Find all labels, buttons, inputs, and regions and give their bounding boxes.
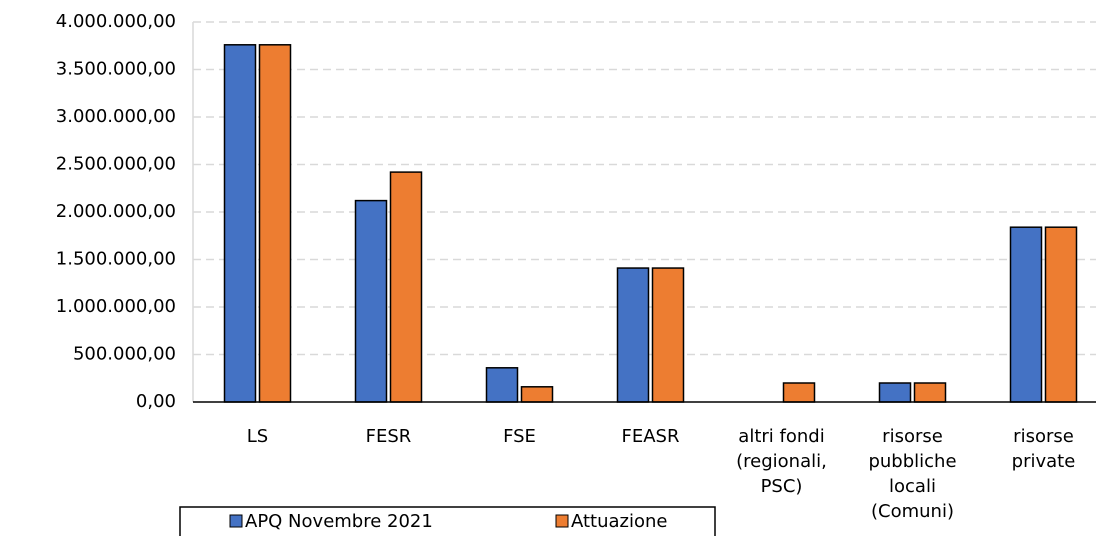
x-tick-label-line: FSE: [503, 426, 536, 447]
x-tick-label-line: LS: [247, 426, 268, 447]
bar: [354, 199, 388, 403]
y-tick-label: 3.500.000,00: [56, 59, 176, 80]
y-tick-label: 0,00: [136, 391, 176, 412]
bar: [520, 386, 554, 403]
bar: [913, 382, 947, 403]
y-tick-label: 2.000.000,00: [56, 201, 176, 222]
x-tick-label-line: (regionali,: [736, 451, 827, 472]
x-tick-label-line: private: [1012, 451, 1076, 472]
x-tick-label-line: FEASR: [622, 426, 680, 447]
x-tick-label-line: risorse: [882, 426, 943, 447]
y-tick-label: 2.500.000,00: [56, 154, 176, 175]
x-tick-label-line: FESR: [366, 426, 412, 447]
y-tick-label: 500.000,00: [73, 344, 176, 365]
bar: [1044, 226, 1078, 403]
x-tick-label: FSE: [503, 426, 536, 447]
bar: [782, 382, 816, 403]
x-tick-label-line: risorse: [1013, 426, 1074, 447]
bar: [651, 267, 685, 403]
x-tick-label-line: pubbliche: [868, 451, 956, 472]
bar: [223, 44, 257, 403]
x-tick-label: FEASR: [622, 426, 680, 447]
y-tick-label: 4.000.000,00: [56, 11, 176, 32]
bar: [485, 367, 519, 403]
legend-box: [179, 506, 716, 536]
bar: [878, 382, 912, 403]
x-tick-label: risorse private: [1012, 426, 1076, 472]
y-tick-label: 1.500.000,00: [56, 249, 176, 270]
x-tick-label-line: locali: [889, 476, 936, 497]
x-tick-label: risorse pubbliche locali (Comuni): [868, 426, 956, 522]
y-tick-label: 3.000.000,00: [56, 106, 176, 127]
legend-swatch: [555, 514, 569, 528]
legend-label: Attuazione: [571, 511, 668, 532]
x-tick-label: altri fondi (regionali, PSC): [736, 426, 827, 497]
legend-label: APQ Novembre 2021: [245, 511, 433, 532]
x-tick-label-line: (Comuni): [871, 501, 954, 522]
x-tick-label-line: altri fondi: [738, 426, 824, 447]
bar: [1009, 226, 1043, 403]
x-tick-label: FESR: [366, 426, 412, 447]
bar: [616, 267, 650, 403]
legend-swatch: [229, 514, 243, 528]
x-tick-label: LS: [247, 426, 268, 447]
y-tick-label: 1.000.000,00: [56, 296, 176, 317]
bar: [389, 171, 423, 403]
x-tick-label-line: PSC): [761, 476, 803, 497]
bar: [258, 44, 292, 403]
